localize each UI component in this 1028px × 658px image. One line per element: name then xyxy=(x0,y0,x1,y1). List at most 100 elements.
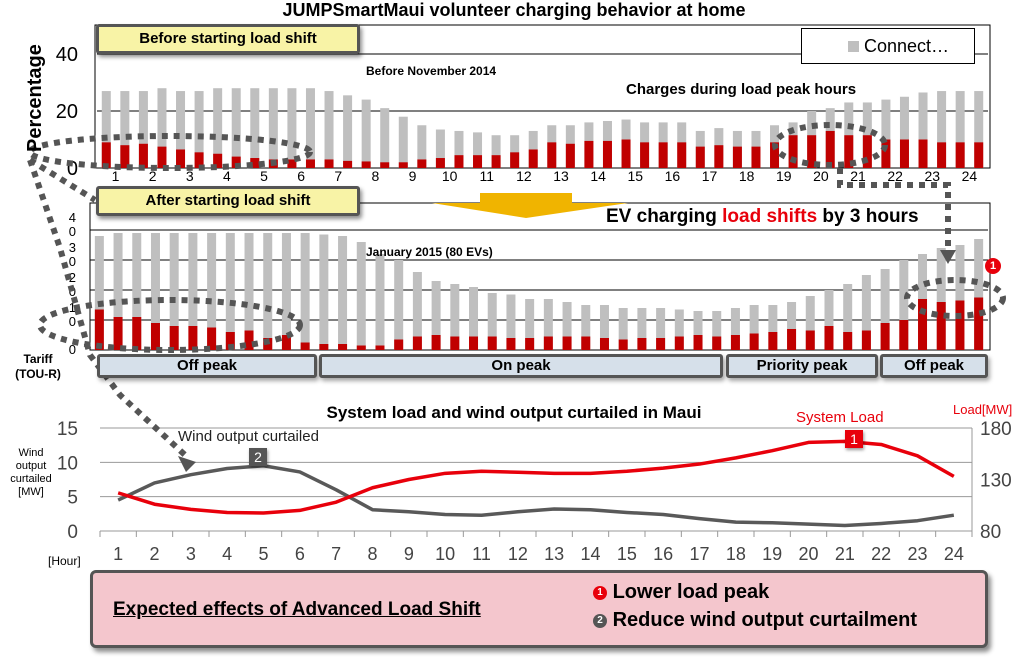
system-load-line xyxy=(118,441,954,513)
bar-charging xyxy=(640,142,649,168)
legend-label-connect: Connect… xyxy=(864,36,949,57)
after-load-shift-box: After starting load shift xyxy=(96,186,360,216)
bar-charging xyxy=(918,299,927,350)
bar-charging xyxy=(114,317,123,350)
y-tick-label: 10 xyxy=(57,453,78,474)
x-tick-label: 6 xyxy=(295,544,305,564)
bar-charging xyxy=(306,159,315,168)
x-tick-label: 21 xyxy=(850,168,866,184)
bottom-ylabel: Wind output curtailed [MW] xyxy=(6,447,56,499)
shift-note-pre: EV charging xyxy=(606,206,722,227)
y-tick-label: 3 xyxy=(69,240,76,255)
tariff-off-peak-early: Off peak xyxy=(97,354,317,378)
y-tick-label: 0 xyxy=(69,254,76,269)
bar-charging xyxy=(338,344,347,350)
bar-charging xyxy=(132,317,141,350)
before-load-shift-box: Before starting load shift xyxy=(96,24,360,54)
x-tick-label: 15 xyxy=(628,168,644,184)
x-tick-label: 4 xyxy=(222,544,232,564)
x-tick-label: 4 xyxy=(223,168,231,184)
shift-note-post: by 3 hours xyxy=(817,206,918,227)
y-tick-label: 4 xyxy=(69,210,76,225)
bar-charging xyxy=(469,337,478,351)
bar-charging xyxy=(637,338,646,350)
bar-charging xyxy=(139,144,148,168)
bar-connect xyxy=(232,88,241,168)
x-tick-label: 18 xyxy=(739,168,755,184)
x-tick-label: 11 xyxy=(480,168,495,184)
y-tick-label: 0 xyxy=(69,314,76,329)
bar-connect xyxy=(399,117,408,168)
bar-charging xyxy=(170,326,179,350)
bar-charging xyxy=(547,142,556,168)
bar-charging xyxy=(529,149,538,168)
x-tick-label: 12 xyxy=(516,168,532,184)
bar-charging xyxy=(432,335,441,350)
bar-charging xyxy=(659,142,668,168)
bar-charging xyxy=(714,145,723,168)
bar-charging xyxy=(375,346,384,351)
x-tick-label: 7 xyxy=(334,168,342,184)
bar-charging xyxy=(900,140,909,169)
x-tick-label: 19 xyxy=(776,168,792,184)
bar-charging xyxy=(492,155,501,168)
tariff-label-line2: (TOU-R) xyxy=(8,367,68,382)
bar-charging xyxy=(510,152,519,168)
x-tick-label: 20 xyxy=(798,544,818,564)
tariff-on-peak: On peak xyxy=(319,354,723,378)
x-tick-label: 23 xyxy=(925,168,941,184)
bar-charging xyxy=(919,140,928,169)
bar-charging xyxy=(622,140,631,169)
x-tick-label: 8 xyxy=(367,544,377,564)
bar-charging xyxy=(488,337,497,351)
bar-charging xyxy=(343,161,352,168)
wind-series-label: Wind output curtailed xyxy=(178,428,319,445)
shift-note-highlight: load shifts xyxy=(722,206,817,227)
x-tick-label: 3 xyxy=(186,544,196,564)
bar-charging xyxy=(956,142,965,168)
effect-item-1: 1 Lower load peak xyxy=(593,581,769,604)
x-tick-label: 9 xyxy=(409,168,417,184)
bar-charging xyxy=(399,162,408,168)
bar-charging xyxy=(768,332,777,350)
bar-charging xyxy=(899,320,908,350)
bar-charging xyxy=(188,326,197,350)
x-tick-label: 21 xyxy=(835,544,855,564)
x-tick-label: 18 xyxy=(726,544,746,564)
bar-charging xyxy=(473,155,482,168)
after-period-label: January 2015 (80 EVs) xyxy=(366,245,493,259)
bar-charging xyxy=(603,141,612,168)
y-tick-label: 0 xyxy=(67,522,78,543)
bar-charging xyxy=(862,331,871,351)
badge-1-icon: 1 xyxy=(985,258,1001,274)
bar-charging xyxy=(566,144,575,168)
bar-charging xyxy=(450,337,459,351)
x-tick-label: 22 xyxy=(871,544,891,564)
y-tick-label: 20 xyxy=(56,101,78,123)
x-tick-label: 15 xyxy=(617,544,637,564)
bar-connect xyxy=(250,88,259,168)
x-tick-label: 9 xyxy=(404,544,414,564)
bar-charging xyxy=(751,147,760,168)
x-tick-label: 6 xyxy=(297,168,305,184)
expected-effects-box: Expected effects of Advanced Load Shift … xyxy=(90,570,988,648)
bar-charging xyxy=(750,334,759,351)
x-tick-label: 22 xyxy=(887,168,903,184)
percentage-label: Percentage xyxy=(24,44,47,152)
bar-charging xyxy=(584,141,593,168)
bar-charging xyxy=(325,159,334,168)
bar-charging xyxy=(712,337,721,351)
bar-charging xyxy=(151,323,160,350)
legend-swatch-connect xyxy=(848,41,859,52)
figure-title: JUMPSmartMaui volunteer charging behavio… xyxy=(0,0,1028,21)
bar-charging xyxy=(789,135,798,168)
bar-charging xyxy=(357,346,366,351)
bar-charging xyxy=(394,340,403,351)
bar-charging xyxy=(696,147,705,168)
bar-charging xyxy=(675,337,684,351)
bar-charging xyxy=(937,142,946,168)
tariff-priority-peak: Priority peak xyxy=(726,354,878,378)
badge-1-marker-icon: 1 xyxy=(845,430,863,448)
tariff-off-peak-late: Off peak xyxy=(880,354,988,378)
effect-badge-1-icon: 1 xyxy=(593,586,607,600)
